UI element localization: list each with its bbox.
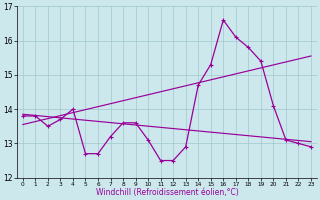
X-axis label: Windchill (Refroidissement éolien,°C): Windchill (Refroidissement éolien,°C) xyxy=(96,188,238,197)
